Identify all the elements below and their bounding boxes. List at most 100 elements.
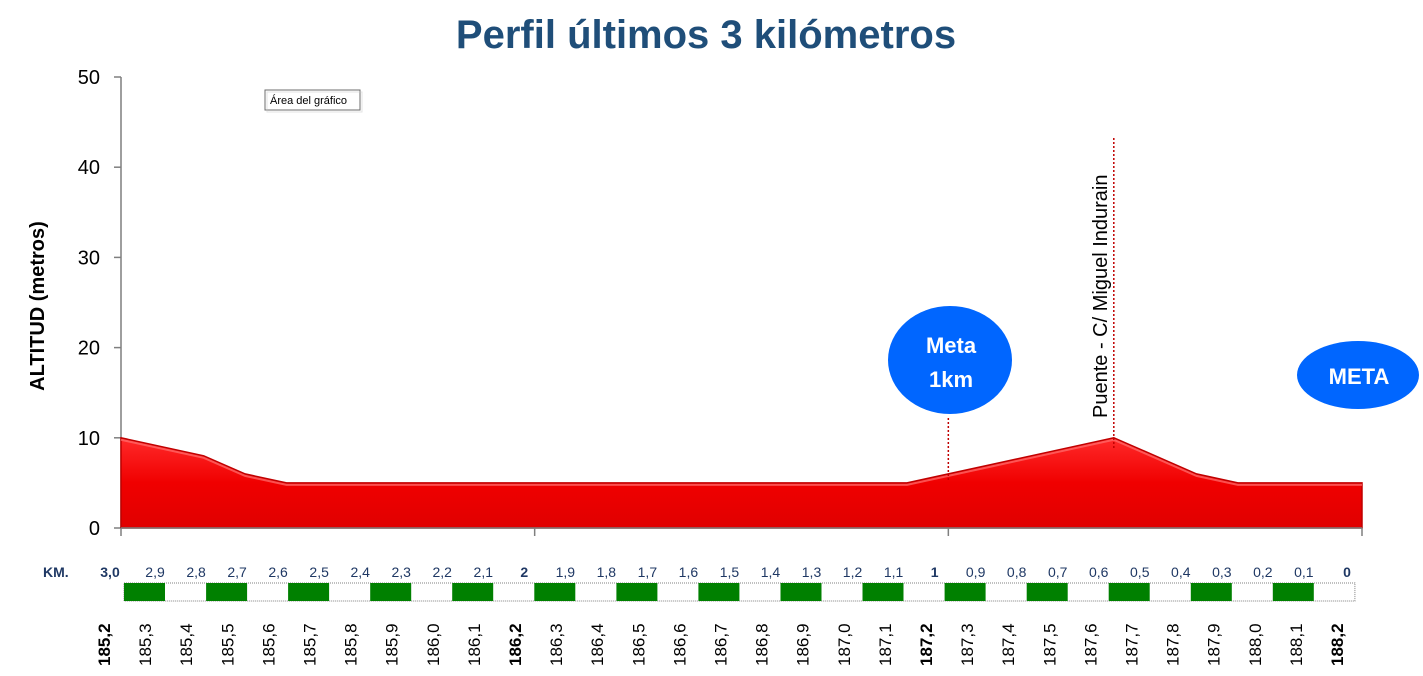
stripe-segment	[1190, 583, 1232, 601]
pk-label: 185,6	[259, 623, 278, 666]
km-label: 2,6	[268, 564, 288, 580]
km-label: 0	[1343, 564, 1351, 580]
pk-label: 187,8	[1164, 623, 1183, 666]
stripe-segment	[288, 583, 330, 601]
puente-label: Puente - C/ Miguel Indurain	[1090, 175, 1112, 418]
km-label: 3,0	[100, 564, 120, 580]
pk-label: 187,7	[1123, 623, 1142, 666]
km-label: 1,3	[802, 564, 822, 580]
y-axis: 0 10 20 30 40 50	[78, 67, 122, 540]
km-label: 0,6	[1089, 564, 1109, 580]
meta-1km-line1: Meta	[926, 333, 977, 358]
pk-label: 188,0	[1246, 623, 1265, 666]
km-label: 1,7	[638, 564, 658, 580]
altitude-highlight	[120, 438, 1362, 486]
area-layer	[120, 436, 1363, 529]
stripe-segment	[780, 583, 822, 601]
km-label: 1,2	[843, 564, 863, 580]
pk-label: 187,3	[958, 623, 977, 666]
pk-label: 186,3	[547, 623, 566, 666]
km-label: 0,1	[1294, 564, 1314, 580]
y-axis-label: ALTITUD (metros)	[27, 221, 49, 391]
meta-bubble	[1297, 341, 1419, 409]
y-tick-label: 0	[89, 518, 100, 540]
km-label: 0,7	[1048, 564, 1068, 580]
pk-label: 187,4	[999, 623, 1018, 666]
km-label: 1,6	[679, 564, 699, 580]
km-stripe-row	[123, 582, 1356, 602]
stripe-segment	[944, 583, 986, 601]
y-tick-label: 40	[78, 157, 100, 179]
pk-label: 187,0	[835, 623, 854, 666]
y-tick-label: 10	[78, 428, 100, 450]
tooltip-text: Área del gráfico	[270, 94, 347, 107]
km-label: 2,3	[391, 564, 411, 580]
km-label: 1,9	[556, 564, 576, 580]
km-label: 0,4	[1171, 564, 1191, 580]
pk-label: 187,2	[917, 623, 936, 666]
km-label: 2,9	[145, 564, 165, 580]
km-label: 2,5	[309, 564, 329, 580]
altitude-area	[120, 436, 1363, 529]
pk-label: 186,6	[670, 623, 689, 666]
km-label: 2,1	[474, 564, 494, 580]
pk-label: 187,1	[876, 623, 895, 666]
stripe-segment	[124, 583, 165, 601]
stripe-segment	[452, 583, 494, 601]
chart-title: Perfil últimos 3 kilómetros	[456, 13, 956, 57]
km-label: 2	[520, 564, 528, 580]
km-label: 1,1	[884, 564, 904, 580]
y-tick-label: 30	[78, 247, 100, 269]
pk-label: 185,7	[301, 623, 320, 666]
pk-label: 185,8	[342, 623, 361, 666]
km-label: 0,3	[1212, 564, 1232, 580]
meta-label: META	[1329, 364, 1390, 389]
pk-label: 187,5	[1040, 623, 1059, 666]
pk-label: 186,4	[588, 623, 607, 666]
pk-row: 185,2 185,3 185,4 185,5 185,6 185,7 185,8 185,9…	[95, 623, 1347, 666]
km-label: 0,2	[1253, 564, 1273, 580]
meta-1km-line2: 1km	[929, 367, 973, 392]
meta-1km-bubble	[888, 306, 1012, 414]
km-label: 2,8	[186, 564, 206, 580]
pk-label: 186,1	[465, 623, 484, 666]
km-label: 1,4	[761, 564, 781, 580]
km-label: 0,9	[966, 564, 986, 580]
pk-label: 185,3	[136, 623, 155, 666]
stripe-segment	[698, 583, 740, 601]
pk-label: 188,1	[1287, 623, 1306, 666]
km-label: 1,5	[720, 564, 740, 580]
km-row-label: KM.	[43, 564, 69, 580]
km-label: 1	[931, 564, 939, 580]
km-label: 2,2	[433, 564, 453, 580]
km-label: 2,7	[227, 564, 247, 580]
stripe-segment	[534, 583, 576, 601]
stripe-segment	[206, 583, 248, 601]
chart-area-tooltip: Área del gráfico	[264, 89, 363, 113]
km-row: 3,0 2,9 2,8 2,7 2,6 2,5 2,4 2,3 2,2 2,1 2 1,9 1,8 1,7…	[100, 564, 1351, 580]
pk-label: 187,6	[1081, 623, 1100, 666]
annotation-layer: Meta 1km Puente - C/ Miguel Indurain META	[888, 138, 1419, 480]
pk-label: 186,8	[753, 623, 772, 666]
pk-label: 186,2	[506, 623, 525, 666]
pk-label: 185,5	[218, 623, 237, 666]
stripe-segment	[616, 583, 658, 601]
stripe-segment	[370, 583, 412, 601]
stripe-segment	[862, 583, 904, 601]
pk-label: 186,9	[794, 623, 813, 666]
pk-label: 185,4	[177, 623, 196, 666]
x-axis	[120, 527, 1363, 536]
km-label: 0,8	[1007, 564, 1027, 580]
km-label: 2,4	[350, 564, 370, 580]
pk-label: 185,9	[383, 623, 402, 666]
pk-label: 186,7	[712, 623, 731, 666]
pk-label: 186,0	[424, 623, 443, 666]
stripe-segment	[1026, 583, 1068, 601]
km-label: 1,8	[597, 564, 617, 580]
km-label: 0,5	[1130, 564, 1150, 580]
y-tick-label: 20	[78, 338, 100, 360]
stripe-segment	[1272, 583, 1314, 601]
pk-label: 188,2	[1328, 623, 1347, 666]
stripe-segment	[1108, 583, 1150, 601]
